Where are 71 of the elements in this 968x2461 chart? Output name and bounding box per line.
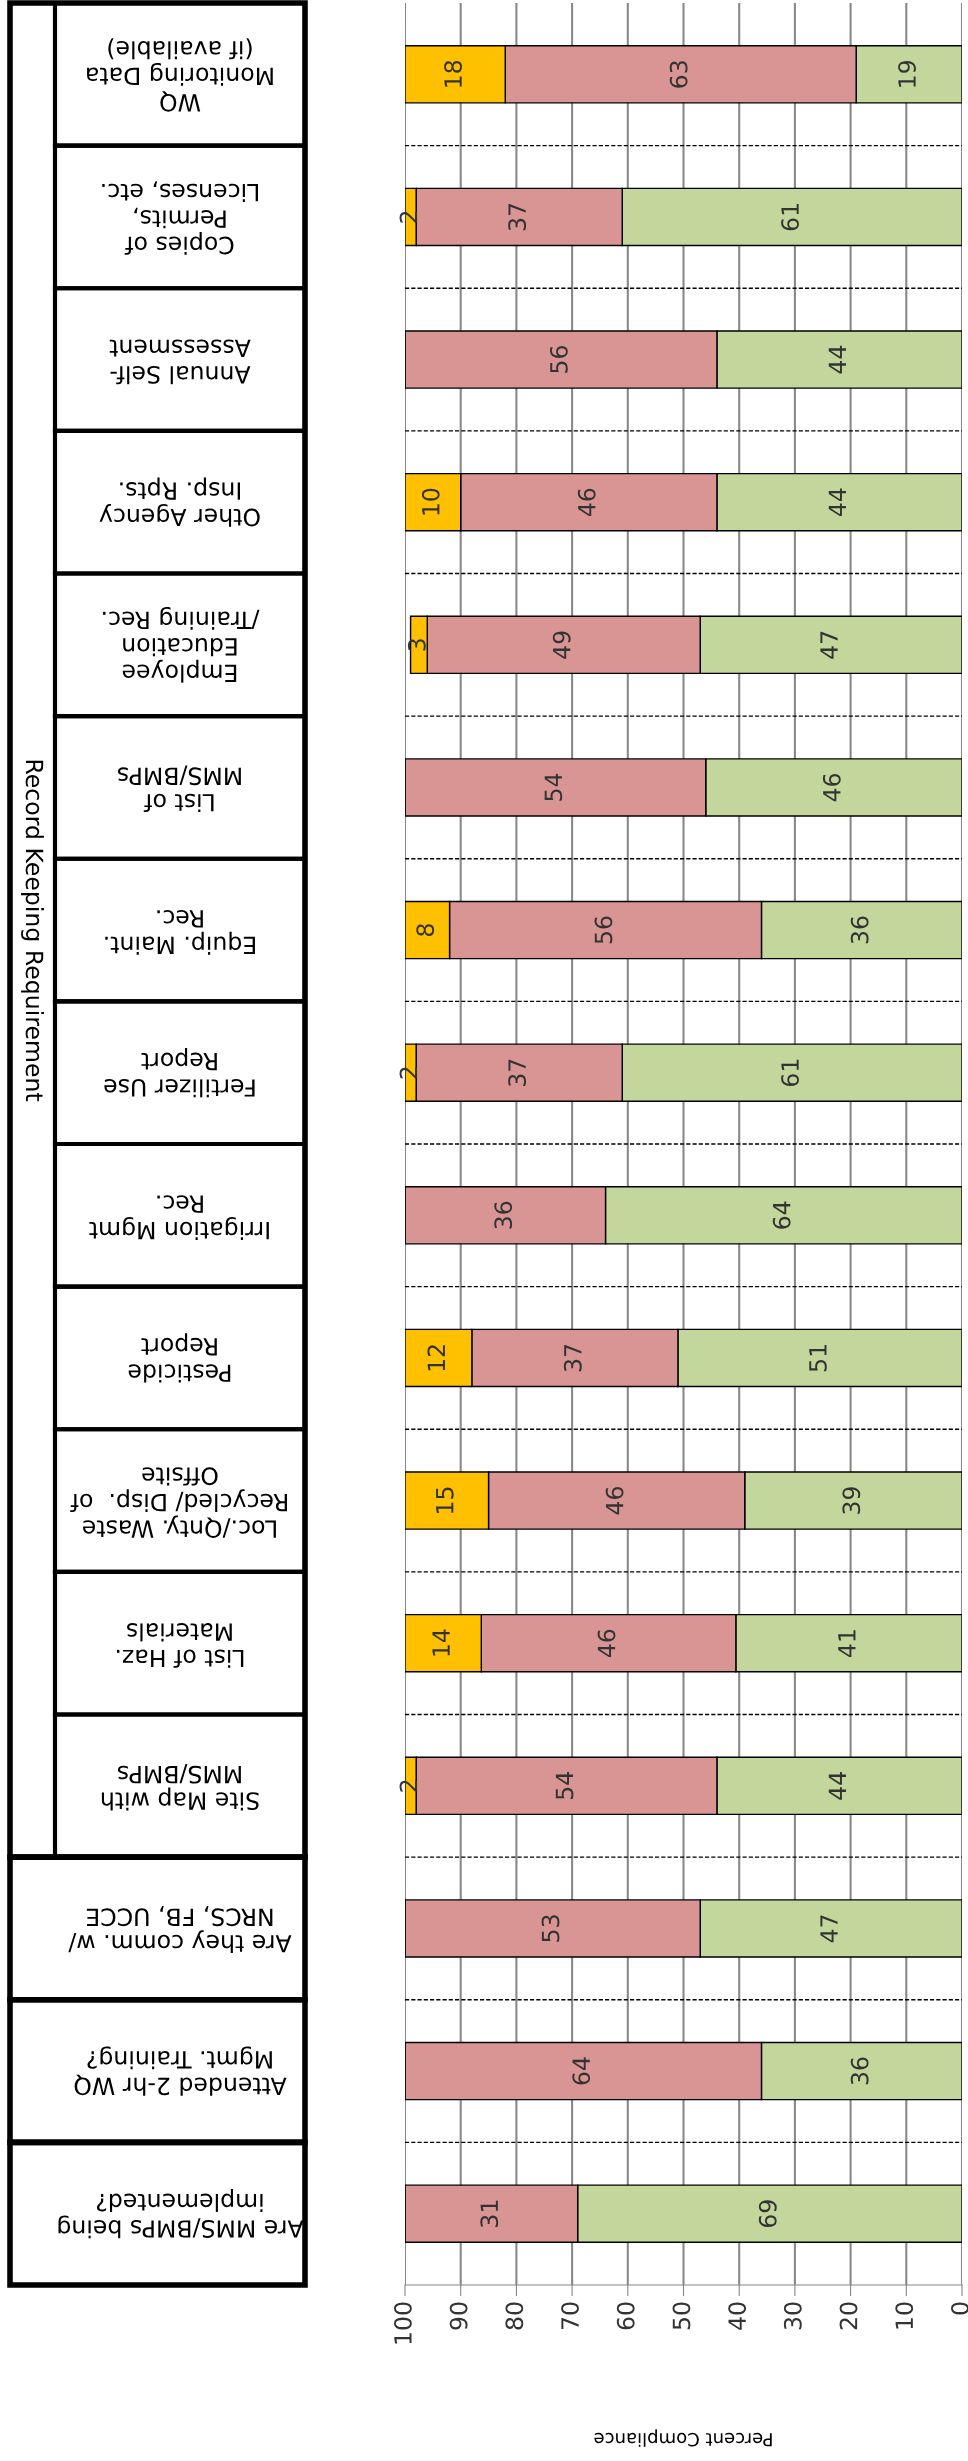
y-tick-label: Site Map with MMS/BMPs — [101, 1763, 259, 1811]
data-label: 15 — [436, 1487, 454, 1513]
data-label: 46 — [577, 488, 596, 517]
x-tick-label: 90 — [449, 2302, 468, 2330]
data-label: 56 — [549, 346, 568, 373]
data-label: 61 — [781, 1059, 799, 1087]
data-label: 47 — [820, 631, 838, 659]
data-label: 18 — [444, 60, 462, 87]
y-tick-label: Fertilizer Use Report — [104, 1048, 255, 1098]
text: Record Keeping Requirement — [21, 760, 44, 1102]
y-tick-label: List of MMS/BMPs — [117, 765, 241, 813]
y-tick-label: Pesticide Report — [128, 1333, 231, 1383]
data-label: 46 — [597, 1629, 616, 1658]
x-tick-label: 60 — [616, 2302, 635, 2330]
data-label: 37 — [563, 1344, 582, 1372]
data-label: 2 — [399, 1067, 418, 1079]
data-label: 10 — [421, 488, 440, 515]
data-label: 46 — [605, 1487, 624, 1515]
x-tick-label: 0 — [950, 2302, 968, 2315]
data-label: 47 — [820, 1915, 838, 1943]
data-label: 61 — [781, 204, 799, 231]
data-label: 19 — [898, 60, 916, 87]
x-tick-label: 20 — [839, 2302, 858, 2330]
y-tick-label: Equip. Maint. Rec. — [105, 909, 255, 955]
y-tick-label: Employee Education /Training Rec. — [103, 606, 260, 683]
data-label: 3 — [407, 639, 426, 651]
data-label: 54 — [544, 773, 563, 801]
x-tick-label: 80 — [505, 2302, 524, 2330]
x-tick-label: 40 — [728, 2302, 747, 2330]
x-tick-label: 50 — [672, 2302, 691, 2330]
data-label: 44 — [828, 488, 846, 517]
y-tick-label: WQ Monitoring Data (if available) — [87, 38, 273, 112]
data-label: 64 — [572, 2057, 591, 2085]
x-axis-title: Percent Compliance — [594, 2429, 772, 2447]
data-label: 37 — [508, 203, 527, 231]
y-tick-label: Irrigation Mgmt Rec. — [89, 1195, 269, 1240]
data-label: 36 — [850, 2057, 869, 2085]
y-tick-label: Are they comm. w/ NRCS, FB, UCCE — [68, 1905, 292, 1954]
data-label: 63 — [669, 61, 688, 88]
data-label: 37 — [508, 1059, 527, 1086]
y-tick-label: Copies of Permits, Licenses, etc. — [102, 181, 258, 255]
data-label: 2 — [399, 1780, 418, 1792]
data-label: 8 — [416, 924, 435, 936]
data-label: 54 — [555, 1772, 574, 1800]
y-tick-label: List of Haz. Materials — [116, 1623, 244, 1668]
data-label: 56 — [594, 916, 613, 944]
data-label: 49 — [552, 631, 571, 659]
data-label: 64 — [772, 1201, 791, 1229]
data-label: 46 — [822, 773, 841, 802]
data-label: 36 — [850, 916, 869, 944]
y-tick-label: Attended 2-hr WQ Mgmt. Training? — [74, 2046, 287, 2096]
x-tick-label: 30 — [783, 2302, 802, 2330]
y-tick-label: Annual Self- Assessment — [109, 339, 251, 385]
data-label: 31 — [480, 2200, 499, 2227]
data-label: 69 — [758, 2200, 777, 2228]
data-label: 14 — [432, 1629, 450, 1656]
data-label: 53 — [541, 1915, 560, 1942]
data-label: 44 — [828, 1772, 846, 1800]
data-label: 2 — [399, 211, 418, 223]
data-label: 51 — [809, 1345, 827, 1372]
data-label: 41 — [838, 1630, 856, 1658]
data-label: 39 — [842, 1487, 861, 1514]
y-tick-label: Loc./Qnty. Waste Recycled/ Disp. of Offsite — [70, 1467, 288, 1539]
data-label: 36 — [494, 1201, 513, 1229]
x-tick-label: 100 — [393, 2302, 412, 2344]
x-tick-label: 10 — [895, 2302, 914, 2329]
data-label: 12 — [427, 1345, 445, 1371]
y-tick-label: Other Agency Insp. Rpts. — [99, 477, 260, 527]
y-tick-label: Are MMS/BMPs being implemented? — [58, 2189, 304, 2239]
x-tick-label: 70 — [561, 2302, 579, 2330]
data-label: 44 — [828, 345, 846, 374]
